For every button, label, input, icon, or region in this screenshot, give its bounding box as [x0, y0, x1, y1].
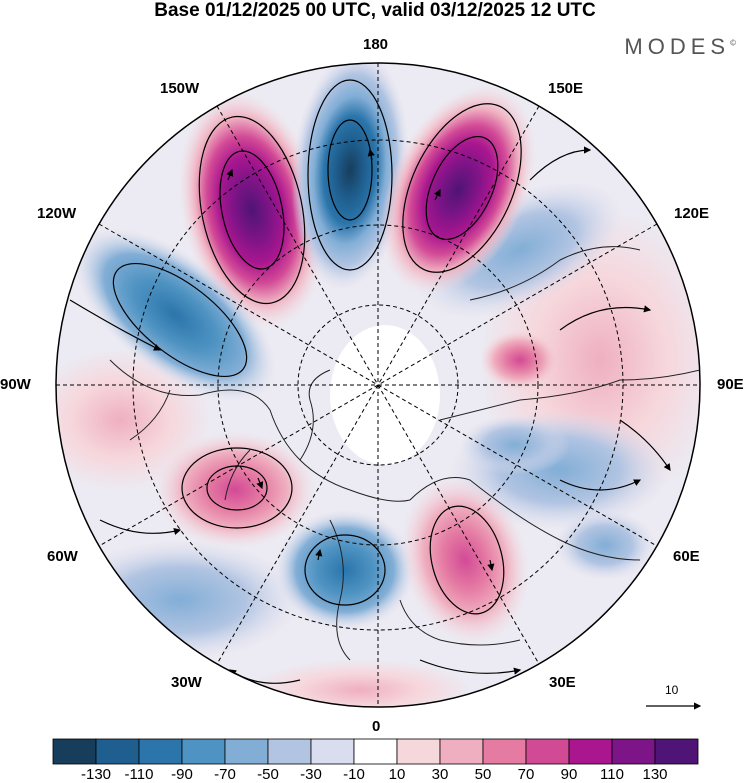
- colorbar-tick: -50: [257, 766, 279, 783]
- streamlines: [69, 79, 671, 684]
- colorbar-swatch: [654, 738, 699, 765]
- map-boundary: [55, 62, 701, 708]
- colorbar-tick: 50: [474, 766, 492, 783]
- graticule: [56, 63, 700, 707]
- colorbar-tick: -110: [124, 766, 154, 783]
- colorbar-tick: -130: [80, 766, 112, 783]
- colorbar-swatch: [310, 738, 355, 765]
- colorbar-tick: 10: [388, 766, 406, 783]
- colorbar-swatch: [568, 738, 613, 765]
- colorbar-swatch: [138, 738, 183, 765]
- brand-text: MODES: [624, 34, 731, 59]
- colorbar: [52, 738, 699, 765]
- colorbar-swatch: [52, 738, 97, 765]
- map-title: Base 01/12/2025 00 UTC, valid 03/12/2025…: [154, 0, 596, 21]
- land-outlines: [109, 246, 700, 661]
- colorbar-tick: 130: [642, 766, 668, 783]
- lon-label-60w: 60W: [47, 548, 78, 565]
- modes-logo: MODES©: [624, 34, 736, 60]
- colorbar-swatch: [181, 738, 226, 765]
- lon-label-120e: 120E: [674, 205, 710, 222]
- colorbar-swatch: [224, 738, 269, 765]
- colorbar-tick: -70: [214, 766, 236, 783]
- brand-mark: ©: [730, 38, 736, 48]
- lon-label-0: 0: [372, 718, 381, 735]
- colorbar-tick: 110: [600, 766, 624, 783]
- colorbar-swatch: [353, 738, 398, 765]
- colorbar-tick: -90: [171, 766, 193, 783]
- streamline-arrowheads: [226, 148, 495, 572]
- lon-label-90w: 90W: [0, 376, 31, 393]
- colorbar-tick: 90: [560, 766, 578, 783]
- colorbar-tick: -30: [300, 766, 322, 783]
- colorbar-swatch: [611, 738, 656, 765]
- colorbar-swatch: [439, 738, 484, 765]
- lon-label-150e: 150E: [548, 80, 584, 97]
- colorbar-swatch: [525, 738, 570, 765]
- lon-label-180: 180: [363, 36, 389, 53]
- colorbar-swatch: [267, 738, 312, 765]
- colorbar-swatch: [396, 738, 441, 765]
- vector-reference-label: 10: [665, 683, 679, 697]
- lon-label-90e: 90E: [717, 376, 744, 393]
- colorbar-tick: -10: [343, 766, 365, 783]
- lon-label-150w: 150W: [160, 80, 200, 97]
- colorbar-swatch: [482, 738, 527, 765]
- lon-label-60e: 60E: [673, 548, 700, 565]
- colorbar-tick: 70: [517, 766, 535, 783]
- lon-label-120w: 120W: [37, 205, 77, 222]
- lon-label-30e: 30E: [549, 674, 576, 691]
- lon-label-30w: 30W: [171, 674, 202, 691]
- colorbar-swatch: [95, 738, 140, 765]
- colorbar-tick: 30: [431, 766, 449, 783]
